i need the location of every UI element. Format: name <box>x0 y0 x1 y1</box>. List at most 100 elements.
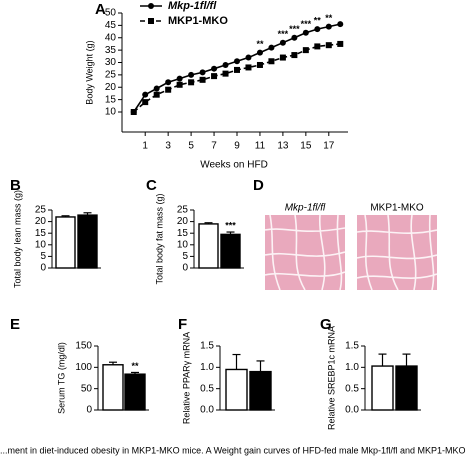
x-tick-label: 5 <box>188 141 194 152</box>
y-tick-label: 25 <box>105 70 117 81</box>
y-tick-label: 20 <box>105 82 117 93</box>
bar <box>198 223 219 269</box>
legend-label: Mkp-1fl/fl <box>168 0 217 12</box>
marker <box>176 75 183 82</box>
y-tick-label: 45 <box>105 20 117 31</box>
y-tick-label: 1.0 <box>345 362 359 373</box>
marker <box>337 40 344 47</box>
y-tick-label: 25 <box>35 205 47 216</box>
marker <box>153 91 160 98</box>
legend-marker <box>148 3 154 9</box>
y-tick-label: 0 <box>182 263 188 274</box>
marker <box>314 43 321 50</box>
y-axis-label: Serum TG (mg/dl) <box>56 342 66 414</box>
image-label: Mkp-1fl/fl <box>285 203 326 214</box>
marker <box>199 76 206 83</box>
marker <box>268 58 275 65</box>
y-tick-label: 100 <box>75 362 92 373</box>
marker <box>302 47 309 54</box>
marker <box>234 66 240 73</box>
marker <box>268 44 275 51</box>
significance: *** <box>289 24 300 34</box>
marker <box>291 52 298 59</box>
panel-letter: F <box>178 316 187 333</box>
x-tick-label: 3 <box>165 141 171 152</box>
marker <box>153 85 160 92</box>
y-axis-label: Body Weight (g) <box>84 40 94 104</box>
y-tick-label: 35 <box>105 45 117 56</box>
marker <box>142 91 149 98</box>
y-tick-label: 40 <box>105 32 117 43</box>
y-tick-label: 1.0 <box>200 362 214 373</box>
bar <box>371 365 394 411</box>
x-tick-label: 7 <box>211 141 217 152</box>
legend-marker <box>148 18 154 24</box>
x-tick-label: 9 <box>234 141 240 152</box>
y-tick-label: 10 <box>177 239 189 250</box>
bar <box>395 365 418 411</box>
x-axis-label: Weeks on HFD <box>200 160 268 171</box>
marker <box>314 26 321 33</box>
y-tick-label: 20 <box>35 216 47 227</box>
marker <box>325 23 332 30</box>
panel-letter: A <box>95 1 106 18</box>
y-tick-label: 1.5 <box>200 341 214 352</box>
marker <box>222 70 229 77</box>
marker <box>245 54 252 61</box>
panel-letter: E <box>10 316 20 333</box>
panel-letter: C <box>146 177 157 194</box>
marker <box>222 61 229 68</box>
y-tick-label: 50 <box>105 8 117 19</box>
significance: *** <box>278 29 289 39</box>
y-tick-label: 0.0 <box>345 405 359 416</box>
marker <box>188 71 195 78</box>
significance: *** <box>301 19 312 29</box>
marker <box>211 65 218 72</box>
y-tick-label: 15 <box>105 94 117 105</box>
bar <box>220 233 241 269</box>
y-tick-label: 50 <box>81 383 93 394</box>
marker <box>256 49 263 56</box>
significance: *** <box>225 220 236 230</box>
y-tick-label: 1.5 <box>345 341 359 352</box>
y-tick-label: 15 <box>35 228 47 239</box>
marker <box>279 39 286 46</box>
panel-letter: D <box>253 177 264 194</box>
panel-letter: B <box>10 177 21 194</box>
marker <box>199 69 206 76</box>
y-tick-label: 150 <box>75 341 92 352</box>
marker <box>176 81 183 88</box>
bar <box>55 216 76 269</box>
y-tick-label: 0.5 <box>345 383 359 394</box>
marker <box>337 21 344 28</box>
y-tick-label: 5 <box>182 251 188 262</box>
image-label: MKP1-MKO <box>370 203 424 214</box>
marker <box>279 54 286 61</box>
y-axis-label: Relative SREBP1c mRNA <box>326 326 336 430</box>
marker <box>165 86 172 93</box>
histology-image <box>357 215 437 290</box>
y-tick-label: 10 <box>35 239 47 250</box>
significance: ** <box>314 15 322 25</box>
marker <box>130 109 137 115</box>
series-line <box>133 43 341 113</box>
y-axis-label: Total body lean mass (g) <box>12 190 22 288</box>
x-tick-label: 11 <box>255 141 266 152</box>
marker <box>302 29 309 36</box>
y-tick-label: 5 <box>40 251 46 262</box>
y-tick-label: 25 <box>177 205 189 216</box>
bar <box>225 368 248 411</box>
y-tick-label: 15 <box>177 228 189 239</box>
panel-letter: G <box>320 316 332 333</box>
bar <box>102 364 124 411</box>
y-tick-label: 0 <box>40 263 46 274</box>
marker <box>291 34 298 41</box>
y-tick-label: 0.5 <box>200 383 214 394</box>
x-tick-label: 1 <box>142 141 148 152</box>
y-tick-label: 30 <box>105 57 117 68</box>
y-tick-label: 0.0 <box>200 405 214 416</box>
significance: ** <box>325 13 333 23</box>
y-tick-label: 20 <box>177 216 189 227</box>
marker <box>325 42 332 49</box>
